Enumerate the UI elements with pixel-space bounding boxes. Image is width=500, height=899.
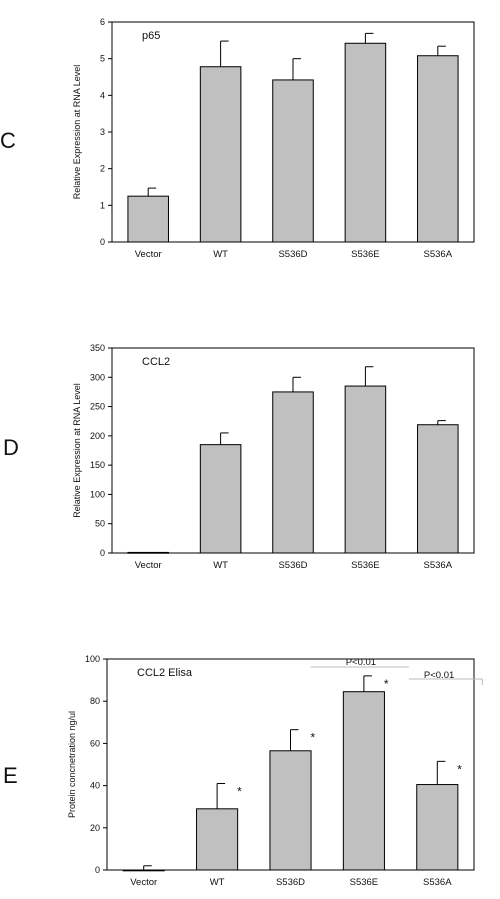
inset-title: CCL2 bbox=[142, 356, 170, 368]
y-tick-label: 0 bbox=[95, 865, 100, 875]
category-label: S536E bbox=[350, 877, 379, 888]
bar-s536d bbox=[269, 750, 312, 871]
y-axis-label: Relative Expression at RNA Level bbox=[72, 65, 82, 200]
bar-s536e bbox=[344, 385, 387, 554]
category-label: Vector bbox=[135, 560, 162, 571]
chart-ccl2: 0 50 100 150 200 250 300 350 Relative Expression… bbox=[72, 343, 475, 571]
bar-wt bbox=[199, 444, 242, 554]
significance-star: * bbox=[311, 731, 316, 745]
category-label: WT bbox=[213, 560, 228, 571]
y-tick-label: 350 bbox=[90, 343, 105, 353]
bar-s536a bbox=[417, 424, 459, 554]
significance-star: * bbox=[384, 677, 389, 691]
bar-s536d bbox=[272, 391, 314, 554]
y-tick-label: 100 bbox=[85, 654, 100, 664]
category-label: S536D bbox=[276, 877, 305, 888]
y-tick-label: 1 bbox=[100, 200, 105, 210]
bar-s536a bbox=[416, 784, 459, 871]
y-tick-label: 300 bbox=[90, 372, 105, 382]
y-tick-label: 2 bbox=[100, 164, 105, 174]
significance-star: * bbox=[237, 784, 242, 798]
category-label: S536E bbox=[351, 249, 380, 260]
y-tick-label: 250 bbox=[90, 402, 105, 412]
y-tick-label: 4 bbox=[100, 90, 105, 100]
panel-letter-d: D bbox=[3, 435, 19, 460]
bar-s536e bbox=[344, 42, 387, 243]
inset-title: p65 bbox=[142, 30, 160, 42]
category-label: S536E bbox=[351, 560, 380, 571]
y-tick-label: 100 bbox=[90, 489, 105, 499]
y-axis-label: Protein concnetration ng/ul bbox=[67, 711, 77, 818]
category-label: Vector bbox=[135, 249, 162, 260]
bar-wt bbox=[199, 66, 242, 243]
panel-letter-c: C bbox=[0, 128, 16, 153]
y-tick-label: 40 bbox=[90, 781, 100, 791]
chart-p65: 0 1 2 3 4 5 6 Relative Expression at RNA Level p… bbox=[72, 17, 475, 260]
bar-vector bbox=[127, 551, 169, 554]
inset-title: CCL2 Elisa bbox=[137, 667, 193, 679]
bar-s536d bbox=[272, 79, 314, 243]
y-tick-label: 50 bbox=[95, 519, 105, 529]
y-tick-label: 200 bbox=[90, 431, 105, 441]
category-label: S536A bbox=[424, 560, 453, 571]
category-label: S536A bbox=[424, 249, 453, 260]
p-value-annotation: P<0.01 bbox=[424, 670, 454, 681]
y-tick-label: 60 bbox=[90, 738, 100, 748]
y-tick-label: 5 bbox=[100, 54, 105, 64]
p-value-annotation: P<0.01 bbox=[346, 657, 376, 668]
bar-s536a bbox=[417, 55, 459, 243]
y-tick-label: 20 bbox=[90, 823, 100, 833]
category-label: S536D bbox=[278, 560, 307, 571]
significance-star: * bbox=[457, 762, 462, 776]
category-label: WT bbox=[213, 249, 228, 260]
category-label: S536D bbox=[278, 249, 307, 260]
bar-s536e bbox=[342, 691, 385, 871]
y-tick-label: 3 bbox=[100, 127, 105, 137]
y-tick-label: 150 bbox=[90, 460, 105, 470]
y-tick-label: 80 bbox=[90, 696, 100, 706]
category-label: WT bbox=[210, 877, 225, 888]
panel-letter-e: E bbox=[3, 763, 18, 788]
category-label: Vector bbox=[130, 877, 157, 888]
chart-ccl2-elisa: 0 20 40 60 80 100 Protein concnetration ng/ul C… bbox=[67, 654, 483, 888]
y-axis-label: Relative Expression at RNA Level bbox=[72, 383, 82, 518]
bar-vector bbox=[122, 869, 165, 872]
y-tick-label: 0 bbox=[100, 237, 105, 247]
y-tick-label: 0 bbox=[100, 548, 105, 558]
category-label: S536A bbox=[423, 877, 452, 888]
bar-wt bbox=[196, 808, 239, 871]
bar-vector bbox=[127, 195, 169, 243]
y-tick-label: 6 bbox=[100, 17, 105, 27]
